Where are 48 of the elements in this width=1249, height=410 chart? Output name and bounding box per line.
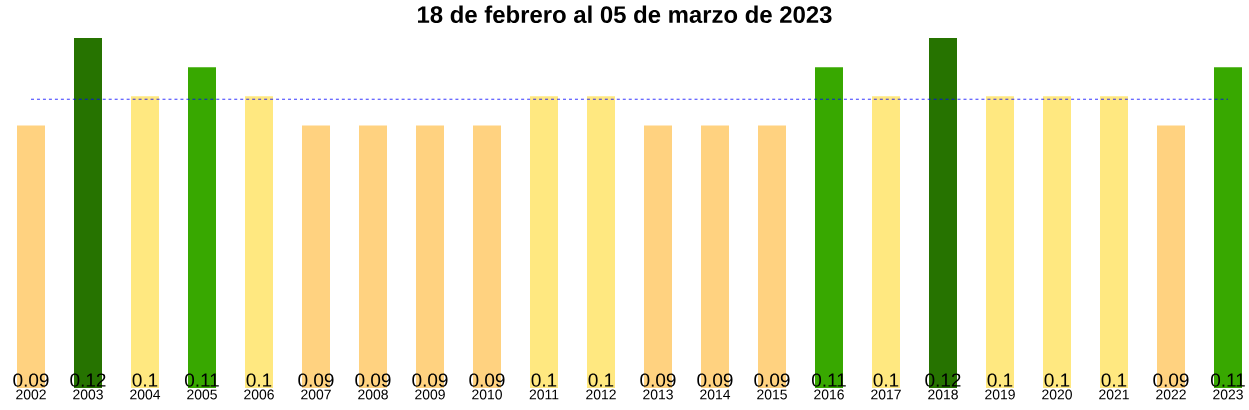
bar [245, 96, 273, 388]
bar [872, 96, 900, 388]
data-label: 0.09 [355, 373, 391, 387]
data-label: 0.1 [246, 373, 272, 387]
x-tick-label: 2019 [985, 389, 1015, 400]
x-tick-label: 2021 [1099, 389, 1129, 400]
bar [587, 96, 615, 388]
chart-title: 18 de febrero al 05 de marzo de 2023 [418, 5, 832, 24]
bar [530, 96, 558, 388]
bar [986, 96, 1014, 388]
x-tick-label: 2015 [757, 389, 787, 400]
x-tick-label: 2009 [415, 389, 445, 400]
data-label: 0.1 [1044, 373, 1070, 387]
data-label: 0.09 [697, 373, 733, 387]
x-tick-label: 2005 [187, 389, 217, 400]
bar [1100, 96, 1128, 388]
x-tick-label: 2003 [73, 389, 103, 400]
data-label: 0.09 [298, 373, 334, 387]
bar [131, 96, 159, 388]
x-tick-label: 2013 [643, 389, 673, 400]
x-tick-label: 2010 [472, 389, 502, 400]
x-tick-label: 2022 [1156, 389, 1186, 400]
x-tick-label: 2007 [301, 389, 331, 400]
x-tick-label: 2014 [700, 389, 731, 400]
x-tick-label: 2008 [358, 389, 388, 400]
data-label: 0.09 [469, 373, 505, 387]
x-tick-label: 2011 [529, 389, 559, 400]
x-tick-label: 2004 [130, 389, 161, 400]
x-tick-label: 2017 [871, 389, 901, 400]
x-tick-label: 2023 [1213, 389, 1243, 400]
data-label: 0.1 [132, 373, 158, 387]
x-tick-label: 2020 [1042, 389, 1072, 400]
data-label: 0.09 [412, 373, 448, 387]
data-label: 0.1 [987, 373, 1013, 387]
data-label: 0.09 [754, 373, 790, 387]
data-label: 0.09 [13, 373, 49, 387]
bar [1043, 96, 1071, 388]
x-tick-label: 2012 [586, 389, 616, 400]
data-label: 0.1 [873, 373, 899, 387]
x-tick-label: 2016 [814, 389, 844, 400]
x-tick-label: 2006 [244, 389, 274, 400]
x-tick-label: 2002 [16, 389, 46, 400]
data-label: 0.09 [1153, 373, 1189, 387]
data-label: 0.09 [640, 373, 676, 387]
data-label: 0.1 [1101, 373, 1127, 387]
x-tick-label: 2018 [928, 389, 958, 400]
data-label: 0.1 [588, 373, 614, 387]
data-label: 0.1 [531, 373, 557, 387]
